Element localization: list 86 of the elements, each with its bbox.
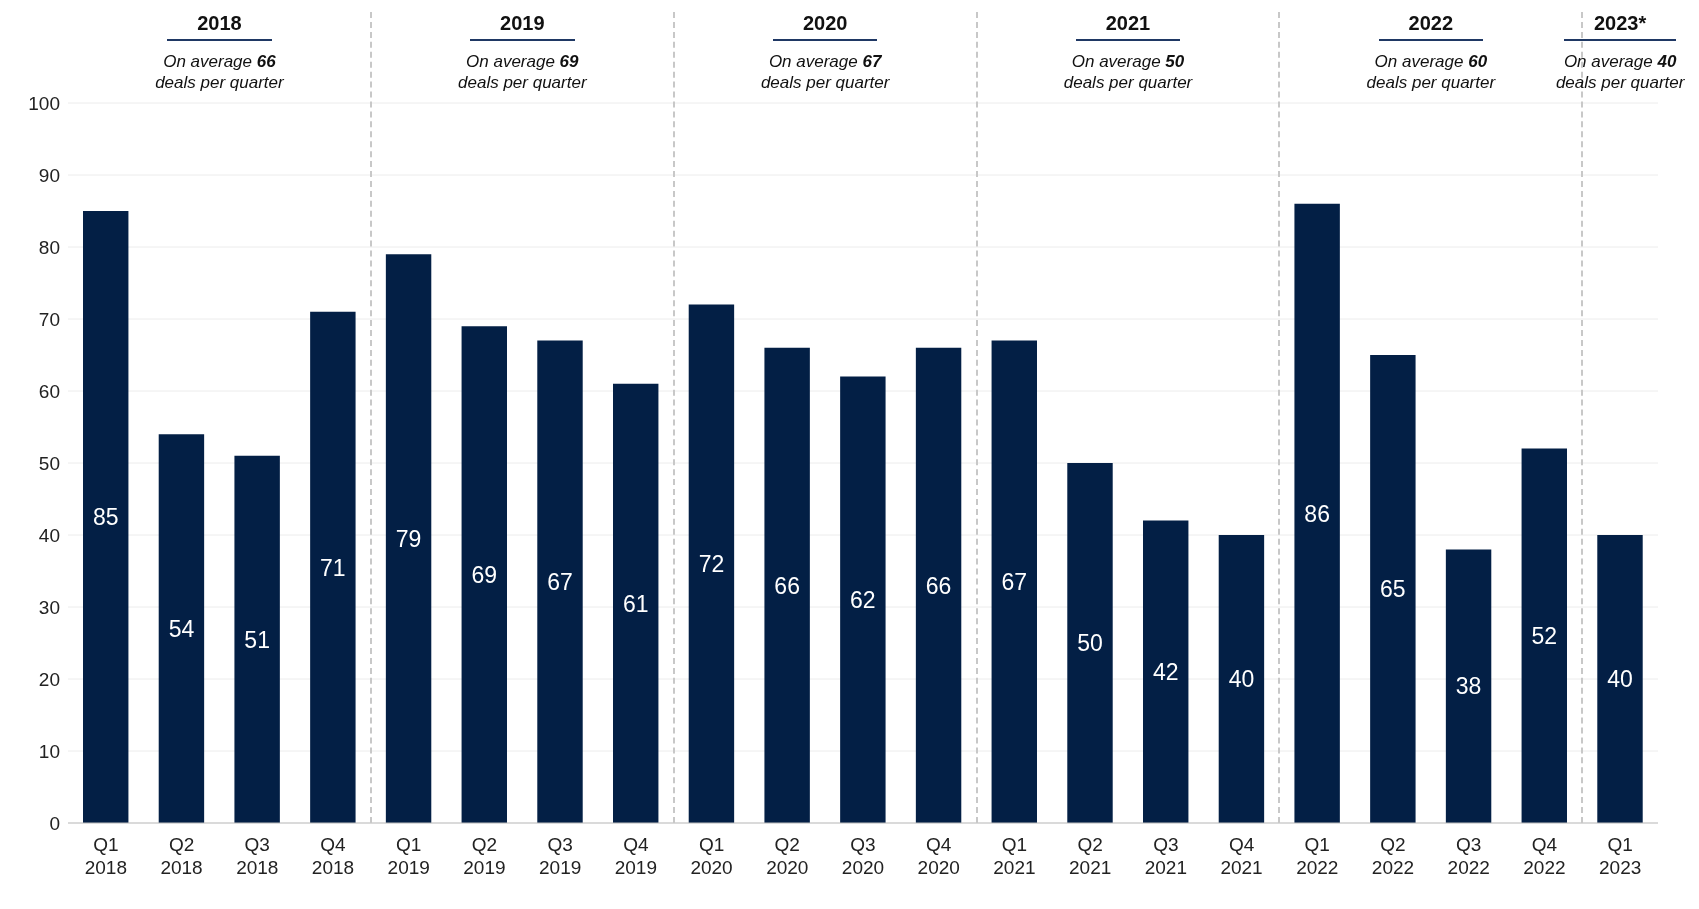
bar bbox=[385, 254, 432, 823]
y-tick-label: 60 bbox=[38, 380, 60, 402]
x-tick-label: Q2 2022 bbox=[1371, 834, 1415, 878]
text: 2019 bbox=[470, 10, 575, 41]
bar bbox=[83, 211, 129, 823]
bar bbox=[1067, 463, 1113, 823]
x-tick-label: Q2 2020 bbox=[766, 834, 809, 878]
text: 2020 bbox=[772, 10, 878, 41]
bar bbox=[234, 455, 280, 823]
x-tick-label: Q3 2021 bbox=[1144, 834, 1187, 878]
text: 2022 bbox=[1378, 10, 1484, 41]
text: On average 66 deals per quarter bbox=[155, 52, 284, 92]
bar bbox=[1445, 549, 1492, 823]
data-label: 66 bbox=[925, 572, 952, 599]
bar bbox=[158, 434, 205, 823]
y-tick-label: 90 bbox=[38, 164, 60, 186]
x-tick-label: Q1 2021 bbox=[993, 834, 1036, 878]
text: On average 69 deals per quarter bbox=[458, 52, 587, 92]
data-label: 54 bbox=[168, 615, 195, 642]
bar bbox=[1143, 520, 1189, 823]
text: On average 50 deals per quarter bbox=[1063, 52, 1193, 92]
x-tick-label: Q1 2018 bbox=[84, 834, 127, 878]
data-label: 50 bbox=[1077, 630, 1103, 657]
text: On average 60 deals per quarter bbox=[1366, 52, 1496, 92]
data-label: 40 bbox=[1228, 666, 1255, 693]
data-label: 62 bbox=[850, 586, 876, 613]
y-tick-label: 100 bbox=[28, 92, 60, 114]
data-label: 85 bbox=[92, 504, 119, 531]
y-tick-label: 20 bbox=[38, 668, 60, 690]
x-tick-label: Q3 2018 bbox=[236, 834, 279, 878]
x-tick-label: Q1 2023 bbox=[1599, 834, 1642, 878]
bar bbox=[1370, 355, 1416, 823]
bar bbox=[461, 326, 507, 823]
bar bbox=[1294, 203, 1340, 823]
x-tick-label: Q4 2018 bbox=[311, 834, 355, 878]
x-tick-label: Q4 2022 bbox=[1523, 834, 1566, 878]
y-tick-label: 70 bbox=[38, 308, 60, 330]
text: 2023* bbox=[1564, 10, 1677, 41]
y-tick-label: 10 bbox=[38, 740, 60, 762]
data-label: 67 bbox=[1001, 568, 1028, 595]
y-tick-label: 40 bbox=[38, 524, 60, 546]
text: 2021 bbox=[1075, 10, 1181, 41]
data-label: 86 bbox=[1304, 500, 1330, 527]
x-tick-label: Q1 2020 bbox=[690, 834, 733, 878]
x-tick-label: Q4 2021 bbox=[1220, 834, 1263, 878]
data-label: 72 bbox=[698, 550, 725, 577]
y-tick-label: 30 bbox=[38, 596, 60, 618]
data-label: 71 bbox=[320, 554, 346, 581]
x-tick-label: Q1 2019 bbox=[387, 834, 430, 878]
x-tick-label: Q4 2019 bbox=[614, 834, 657, 878]
x-tick-label: Q4 2020 bbox=[917, 834, 960, 878]
bar bbox=[310, 311, 356, 823]
data-label: 52 bbox=[1531, 622, 1558, 649]
x-tick-label: Q3 2019 bbox=[539, 834, 582, 878]
bar bbox=[537, 340, 583, 823]
bar bbox=[688, 304, 735, 823]
bar bbox=[613, 383, 659, 823]
y-tick-label: 80 bbox=[38, 236, 60, 258]
x-tick-label: Q2 2021 bbox=[1069, 834, 1112, 878]
bar bbox=[840, 376, 886, 823]
bar bbox=[1521, 448, 1567, 823]
y-tick-label: 0 bbox=[49, 812, 60, 834]
bar bbox=[991, 340, 1037, 823]
bar bbox=[915, 347, 962, 823]
data-label: 42 bbox=[1152, 658, 1179, 685]
data-label: 69 bbox=[471, 561, 498, 588]
data-label: 38 bbox=[1455, 673, 1482, 700]
x-tick-label: Q3 2022 bbox=[1447, 834, 1490, 878]
text: On average 67 deals per quarter bbox=[760, 52, 890, 92]
y-tick-label: 50 bbox=[38, 452, 60, 474]
x-tick-label: Q3 2020 bbox=[841, 834, 885, 878]
text: On average 40 deals per quarter bbox=[1555, 52, 1685, 92]
data-label: 66 bbox=[774, 572, 800, 599]
data-label: 65 bbox=[1380, 576, 1406, 603]
data-label: 79 bbox=[395, 525, 422, 552]
text: 2018 bbox=[167, 10, 272, 41]
bar bbox=[764, 347, 810, 823]
data-label: 61 bbox=[622, 590, 649, 617]
data-label: 40 bbox=[1607, 666, 1633, 693]
bar bbox=[1597, 535, 1643, 823]
x-tick-label: Q2 2018 bbox=[160, 834, 203, 878]
bar bbox=[1218, 535, 1265, 823]
data-label: 67 bbox=[547, 568, 573, 595]
x-tick-label: Q1 2022 bbox=[1296, 834, 1339, 878]
data-label: 51 bbox=[244, 626, 270, 653]
x-tick-label: Q2 2019 bbox=[463, 834, 506, 878]
